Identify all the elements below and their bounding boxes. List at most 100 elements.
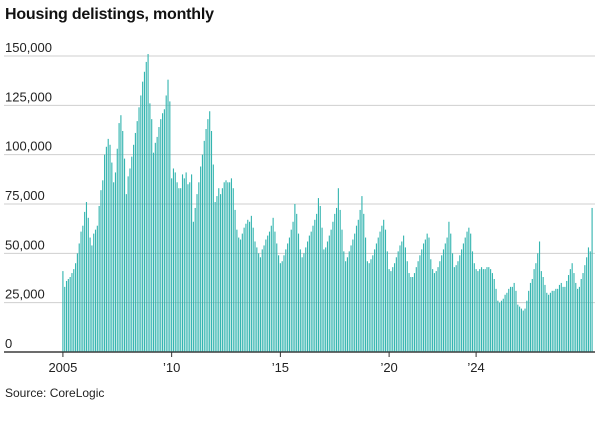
- bar: [134, 132, 136, 352]
- bar: [171, 178, 173, 352]
- bar: [221, 188, 223, 352]
- bar: [185, 172, 187, 352]
- bar: [189, 182, 191, 352]
- bar: [308, 235, 310, 352]
- bar: [432, 269, 434, 352]
- bar: [196, 194, 198, 352]
- bar: [120, 115, 122, 352]
- bar: [335, 207, 338, 352]
- bar: [100, 190, 102, 352]
- bar: [372, 255, 374, 352]
- bar: [375, 243, 377, 352]
- bar: [129, 168, 131, 352]
- bar: [392, 267, 394, 352]
- bar: [540, 271, 542, 352]
- bar: [464, 237, 466, 352]
- bar: [357, 219, 359, 352]
- bar: [374, 249, 376, 352]
- bar: [370, 259, 372, 352]
- bar: [366, 261, 368, 352]
- bar: [84, 211, 86, 352]
- bar: [571, 263, 573, 352]
- bar: [428, 237, 430, 352]
- bar: [140, 95, 142, 352]
- bar: [330, 229, 332, 352]
- bar: [404, 247, 406, 352]
- bar: [238, 237, 240, 352]
- y-tick-label: 100,000: [5, 139, 52, 154]
- y-tick-label: 125,000: [5, 89, 52, 104]
- bar: [459, 255, 461, 352]
- bar: [142, 81, 144, 353]
- bar: [504, 294, 506, 352]
- x-axis: 2005 ’10 ’15 ’20 ’24: [48, 352, 485, 375]
- bar: [488, 267, 490, 352]
- bar: [125, 194, 127, 352]
- bar: [172, 168, 175, 352]
- bar: [114, 172, 117, 352]
- bar: [156, 136, 158, 352]
- bar: [118, 123, 120, 353]
- bar: [325, 247, 327, 352]
- bar: [506, 292, 508, 352]
- bar: [435, 271, 437, 352]
- bar: [484, 269, 486, 352]
- bar: [535, 263, 537, 352]
- bar: [75, 263, 77, 352]
- bar: [71, 273, 73, 352]
- bar: [537, 253, 539, 352]
- bar: [241, 233, 243, 352]
- bar: [549, 292, 551, 352]
- bar: [73, 269, 75, 352]
- bar: [490, 269, 492, 352]
- bar: [96, 225, 98, 352]
- bar: [252, 227, 254, 352]
- bar: [553, 290, 555, 352]
- bar: [584, 265, 586, 352]
- bar: [301, 257, 303, 352]
- y-tick-label: 50,000: [5, 237, 45, 252]
- bar: [386, 251, 388, 352]
- bar: [573, 273, 575, 352]
- bar: [192, 221, 194, 352]
- bar: [412, 277, 414, 352]
- bar: [461, 249, 463, 352]
- bar: [216, 196, 218, 352]
- bar: [493, 278, 495, 352]
- bar: [466, 231, 468, 352]
- bar: [180, 188, 182, 352]
- bar: [415, 267, 417, 352]
- bar: [109, 144, 111, 352]
- bar: [426, 233, 428, 352]
- bar: [517, 304, 519, 352]
- bar: [212, 164, 214, 352]
- bar: [538, 241, 541, 352]
- bar: [256, 247, 258, 352]
- bar: [390, 271, 392, 352]
- y-tick-label: 25,000: [5, 287, 45, 302]
- bar: [154, 142, 156, 352]
- bar: [194, 207, 196, 352]
- bar: [551, 290, 553, 352]
- bar: [557, 288, 559, 352]
- bar: [287, 243, 289, 352]
- bar: [67, 278, 69, 352]
- bar: [145, 61, 147, 353]
- bar: [82, 225, 84, 352]
- bar: [529, 282, 532, 352]
- bar: [364, 237, 367, 352]
- bar: [497, 300, 499, 352]
- bar: [575, 282, 577, 352]
- bar: [138, 107, 140, 352]
- bar: [544, 284, 546, 352]
- bar: [528, 290, 530, 352]
- bar: [133, 144, 135, 352]
- bar: [263, 245, 265, 352]
- bar: [178, 188, 180, 352]
- bar: [198, 182, 200, 352]
- bar: [147, 54, 149, 352]
- bar: [500, 300, 503, 352]
- bar: [85, 202, 88, 352]
- bar: [486, 267, 488, 352]
- bar: [102, 180, 104, 352]
